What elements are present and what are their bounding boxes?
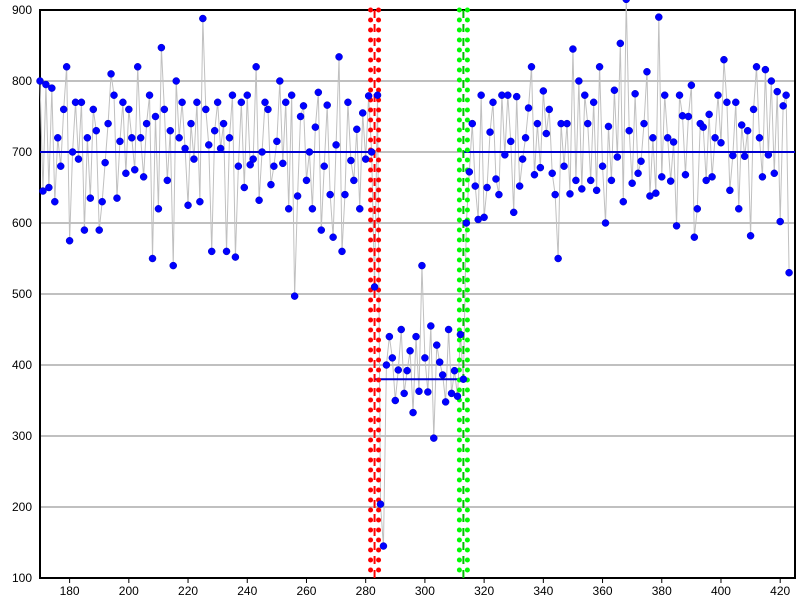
svg-text:320: 320 bbox=[474, 584, 494, 598]
svg-text:800: 800 bbox=[12, 74, 32, 88]
svg-text:300: 300 bbox=[12, 429, 32, 443]
scatter-chart: 100 200 300 400 500 600 700 800 900 180 200 220 240 2… bbox=[0, 0, 800, 600]
chart-svg: 100 200 300 400 500 600 700 800 900 180 200 220 240 2… bbox=[0, 0, 800, 600]
svg-text:200: 200 bbox=[119, 584, 139, 598]
svg-text:420: 420 bbox=[770, 584, 790, 598]
svg-text:280: 280 bbox=[356, 584, 376, 598]
svg-text:900: 900 bbox=[12, 3, 32, 17]
svg-text:400: 400 bbox=[12, 358, 32, 372]
svg-text:100: 100 bbox=[12, 571, 32, 585]
svg-text:200: 200 bbox=[12, 500, 32, 514]
svg-text:700: 700 bbox=[12, 145, 32, 159]
svg-text:180: 180 bbox=[60, 584, 80, 598]
svg-text:380: 380 bbox=[652, 584, 672, 598]
svg-text:220: 220 bbox=[178, 584, 198, 598]
svg-text:500: 500 bbox=[12, 287, 32, 301]
svg-text:240: 240 bbox=[237, 584, 257, 598]
svg-text:400: 400 bbox=[711, 584, 731, 598]
svg-text:300: 300 bbox=[415, 584, 435, 598]
svg-text:260: 260 bbox=[296, 584, 316, 598]
svg-text:600: 600 bbox=[12, 216, 32, 230]
svg-text:340: 340 bbox=[533, 584, 553, 598]
svg-text:360: 360 bbox=[593, 584, 613, 598]
